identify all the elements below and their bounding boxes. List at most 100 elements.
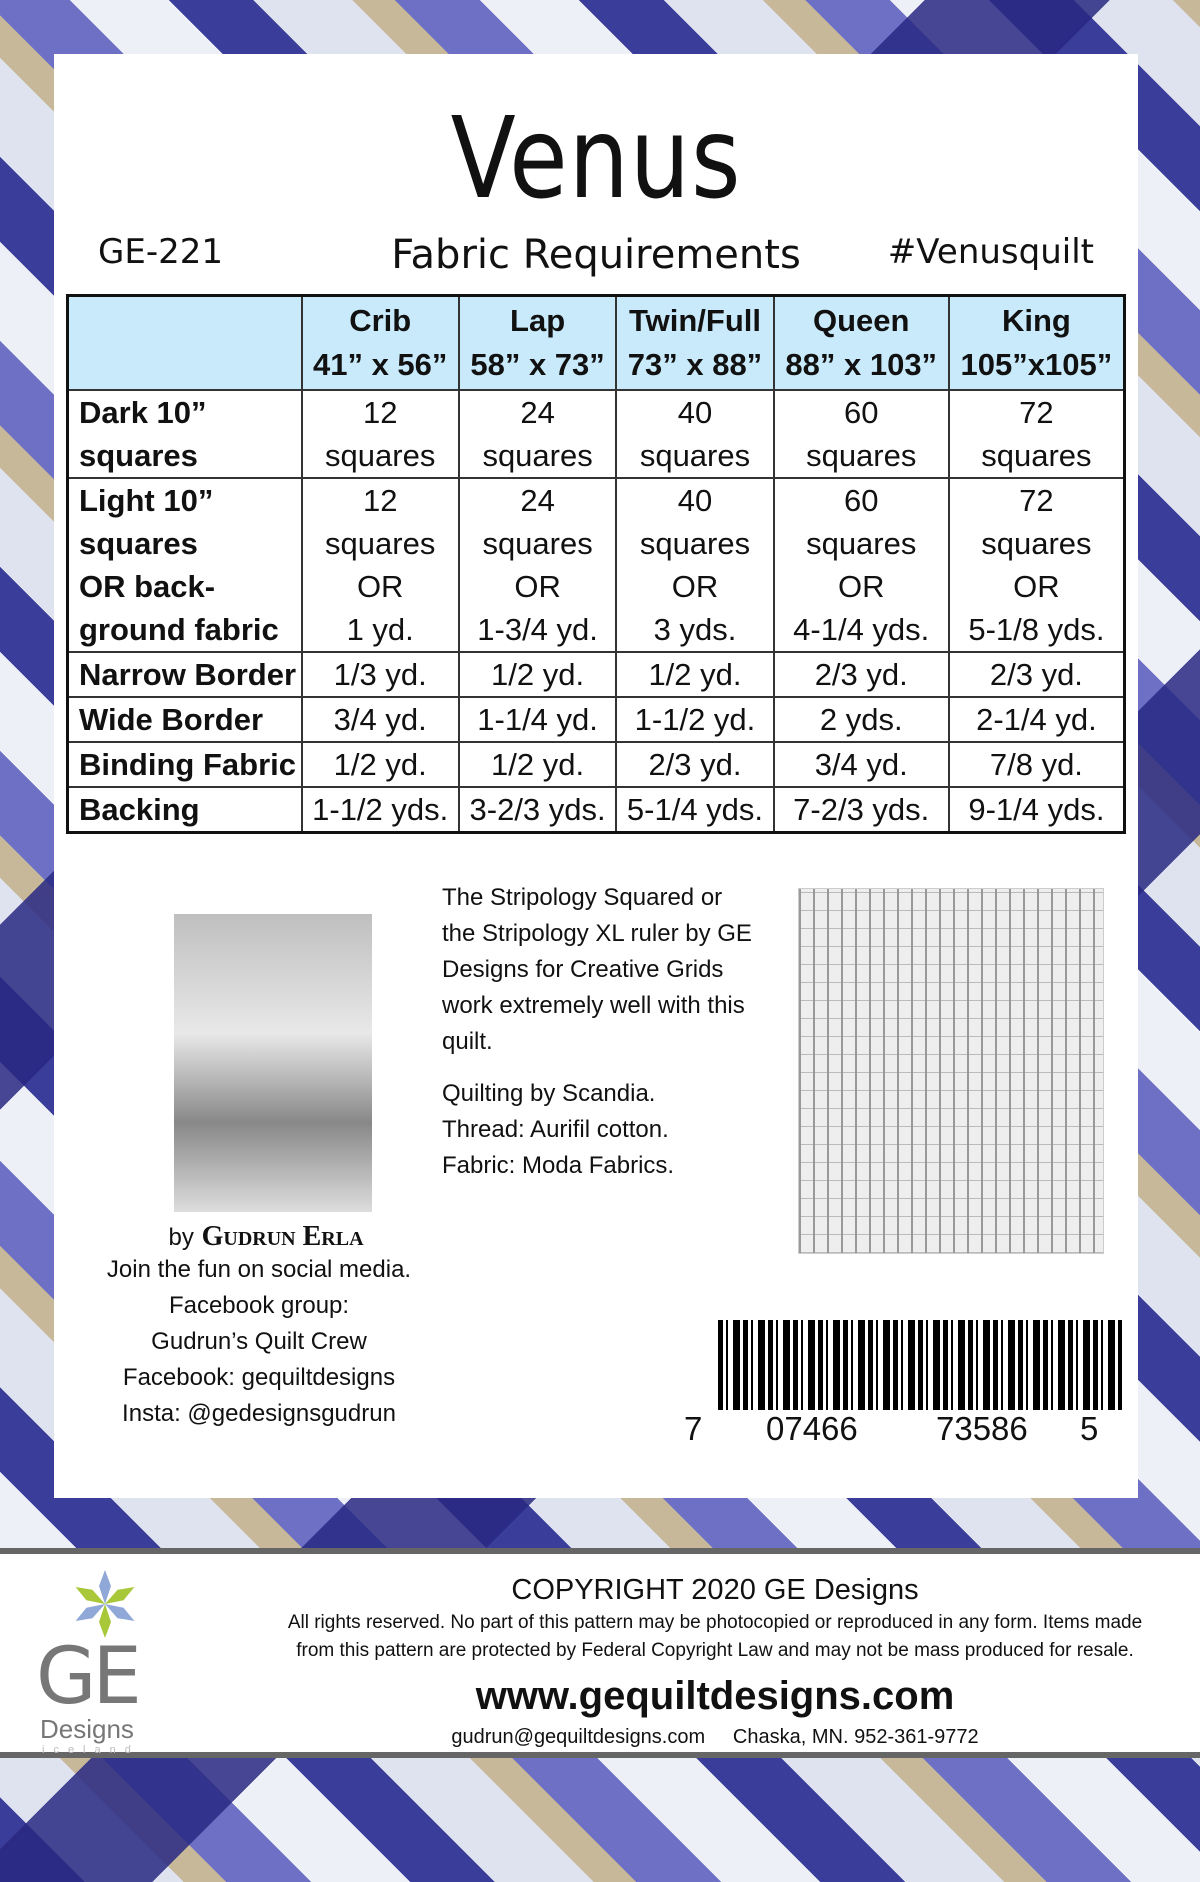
label-line: squares xyxy=(79,438,198,473)
section-title: Fabric Requirements xyxy=(391,232,801,278)
cell-line: 2/3 yd. xyxy=(648,747,742,782)
column-header: Twin/Full 73” x 88” xyxy=(615,294,775,391)
text-line: Fabric: Moda Fabrics. xyxy=(442,1152,675,1179)
text-line: Facebook: gequiltdesigns xyxy=(122,1364,396,1391)
cell-line: squares xyxy=(981,438,1092,473)
label-line: OR back- xyxy=(79,569,216,604)
barcode xyxy=(718,1320,1122,1410)
cell-line: 3/4 yd. xyxy=(333,702,427,737)
table-row: Wide Border 3/4 yd. 1-1/4 yd. 1-1/2 yd. 2 yd… xyxy=(66,696,1126,743)
row-label: Binding Fabric xyxy=(66,741,303,788)
table-cell: 1/2 yd. xyxy=(300,741,460,788)
author-photo xyxy=(174,914,372,1212)
fabric-requirements-table: Crib 41” x 56” Lap 58” x 73” Twin/Full 73” x … xyxy=(66,294,1126,834)
cell-line: 7-2/3 yds. xyxy=(793,792,930,827)
cell-line: 60 xyxy=(843,483,879,518)
table-cell: 3/4 yd. xyxy=(300,696,460,743)
table-cell: 5-1/4 yds. xyxy=(615,786,775,834)
website-link[interactable]: www.gequiltdesigns.com xyxy=(475,1674,955,1718)
barcode-digits: 07466 xyxy=(766,1410,858,1447)
row-label: Dark 10” squares xyxy=(66,389,303,479)
cell-line: squares xyxy=(806,526,917,561)
cell-line: OR xyxy=(514,569,561,604)
cell-line: 12 xyxy=(362,395,398,430)
text-line: Designs for Creative Grids xyxy=(442,956,724,983)
cell-line: 7/8 yd. xyxy=(989,747,1083,782)
size-dims: 105”x105” xyxy=(960,347,1113,382)
text-line: work extremely well with this xyxy=(442,992,745,1019)
contact-info: gudrun@gequiltdesigns.com Chaska, MN. 95… xyxy=(451,1726,979,1748)
cell-line: squares xyxy=(806,438,917,473)
cell-line: 24 xyxy=(520,395,555,430)
label-line: Dark 10” xyxy=(79,395,207,430)
cell-line: OR xyxy=(1013,569,1060,604)
cell-line: squares xyxy=(981,526,1092,561)
column-header: Lap 58” x 73” xyxy=(457,294,618,391)
table-cell: 1-1/2 yds. xyxy=(300,786,460,834)
cell-line: 1/2 yd. xyxy=(333,747,427,782)
table-cell: 60 squares OR 4-1/4 yds. xyxy=(772,477,950,653)
cell-line: 3 yds. xyxy=(653,612,737,647)
table-row: Narrow Border 1/3 yd. 1/2 yd. 1/2 yd. 2/3 yd… xyxy=(66,651,1126,698)
cell-line: 3-2/3 yds. xyxy=(469,792,606,827)
text-line: The Stripology Squared or xyxy=(442,884,723,911)
star-logo-icon xyxy=(75,1570,135,1638)
text-line: Quilting by Scandia. xyxy=(442,1080,656,1107)
copyright: COPYRIGHT 2020 GE Designs xyxy=(511,1574,919,1606)
size-name: Crib xyxy=(349,303,412,338)
cell-line: 12 xyxy=(362,483,398,518)
cell-line: 40 xyxy=(677,395,713,430)
table-header-row: Crib 41” x 56” Lap 58” x 73” Twin/Full 73” x … xyxy=(66,294,1126,391)
text-line: Thread: Aurifil cotton. xyxy=(442,1116,669,1143)
table-cell: 7-2/3 yds. xyxy=(772,786,950,834)
table-cell: 2 yds. xyxy=(772,696,950,743)
logo-designs: Designs xyxy=(40,1714,134,1744)
text-line: the Stripology XL ruler by GE xyxy=(442,920,752,947)
table-row: Backing 1-1/2 yds. 3-2/3 yds. 5-1/4 yds. 7-2… xyxy=(66,786,1126,834)
size-dims: 73” x 88” xyxy=(627,347,763,382)
text-line: Gudrun’s Quilt Crew xyxy=(151,1328,367,1355)
cell-line: 40 xyxy=(677,483,713,518)
cell-line: squares xyxy=(639,438,751,473)
pattern-card: Venus GE-221 Fabric Requirements #Venusq… xyxy=(54,54,1138,1498)
size-dims: 58” x 73” xyxy=(470,347,605,382)
size-name: Twin/Full xyxy=(628,303,761,338)
table-cell: 1-1/4 yd. xyxy=(457,696,618,743)
table-cell: 7/8 yd. xyxy=(947,741,1126,788)
footer: GE Designs Iceland COPYRIGHT 2020 GE Des… xyxy=(0,1548,1200,1758)
hashtag: #Venusquilt xyxy=(887,232,1094,272)
cell-line: 2 yds. xyxy=(819,702,903,737)
table-cell: 24 squares xyxy=(457,389,618,479)
table-cell: 3/4 yd. xyxy=(772,741,950,788)
author-byline: by Gudrun Erla xyxy=(116,1218,416,1256)
table-cell: 2/3 yd. xyxy=(947,651,1126,698)
logo-country: Iceland xyxy=(42,1744,140,1756)
rights-line: from this pattern are protected by Feder… xyxy=(296,1640,1134,1661)
logo-ge: GE xyxy=(36,1632,142,1722)
cell-line: squares xyxy=(482,526,593,561)
rights-line: All rights reserved. No part of this pat… xyxy=(287,1612,1143,1633)
label-line: Narrow Border xyxy=(79,657,297,692)
table-cell: 60 squares xyxy=(772,389,950,479)
ruler-image xyxy=(798,888,1104,1254)
pattern-code: GE-221 xyxy=(98,232,223,272)
label-line: squares xyxy=(79,526,198,561)
label-line: Light 10” xyxy=(79,483,214,518)
table-cell: 24 squares OR 1-3/4 yd. xyxy=(457,477,618,653)
column-header: King 105”x105” xyxy=(947,294,1126,391)
table-cell: 72 squares OR 5-1/8 yds. xyxy=(947,477,1126,653)
cell-line: 1 yd. xyxy=(346,612,414,647)
cell-line: 4-1/4 yds. xyxy=(793,612,930,647)
size-name: Queen xyxy=(812,303,910,338)
cell-line: 1-1/2 yd. xyxy=(634,702,756,737)
table-cell: 40 squares OR 3 yds. xyxy=(615,477,775,653)
cell-line: 1-1/4 yd. xyxy=(477,702,598,737)
cell-line: 3/4 yd. xyxy=(814,747,908,782)
cell-line: 1/2 yd. xyxy=(491,657,585,692)
table-cell: 1/2 yd. xyxy=(615,651,775,698)
table-cell: 2/3 yd. xyxy=(772,651,950,698)
cell-line: 1/2 yd. xyxy=(491,747,585,782)
table-row: Light 10” squares OR back-ground fabric 12 s… xyxy=(66,477,1126,653)
table-cell: 2-1/4 yd. xyxy=(947,696,1126,743)
size-name: King xyxy=(1001,303,1071,338)
